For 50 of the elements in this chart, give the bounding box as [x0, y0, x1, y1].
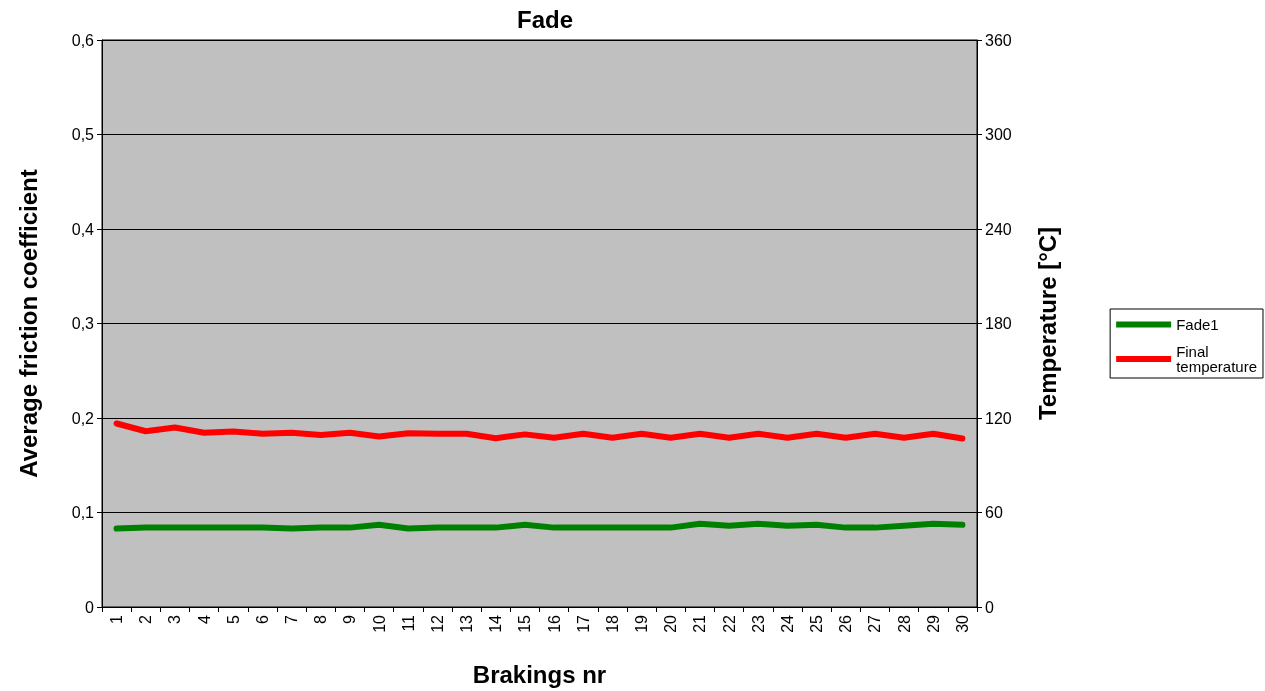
x-tick-label: 17: [574, 614, 592, 633]
x-tick-label: 25: [808, 614, 826, 633]
x-tick-label: 9: [341, 614, 359, 624]
y2-tick-label: 360: [985, 31, 1012, 49]
x-tick-label: 1: [108, 614, 126, 624]
legend-label: Fade1: [1176, 316, 1219, 333]
x-tick-label: 5: [224, 614, 242, 624]
y-tick-label: 0,3: [71, 315, 95, 332]
x-tick-label: 3: [166, 614, 184, 624]
x-tick-label: 28: [895, 614, 913, 633]
x-tick-label: 10: [370, 614, 388, 633]
y2-tick-label: 0: [985, 598, 994, 616]
x-tick-label: 24: [778, 614, 796, 633]
x-tick-label: 8: [312, 614, 330, 624]
y-tick-label: 0: [85, 598, 95, 616]
x-tick-label: 26: [837, 614, 855, 633]
y-tick-label: 0,4: [71, 220, 95, 238]
y-tick-label: 0,5: [71, 126, 95, 143]
x-axis-title: Brakings nr: [472, 660, 607, 688]
x-tick-label: 22: [720, 614, 738, 633]
x-tick-label: 6: [253, 614, 271, 624]
y2-tick-label: 240: [985, 220, 1012, 238]
y2-tick-label: 60: [985, 504, 1003, 521]
x-tick-label: 15: [516, 614, 534, 633]
x-tick-label: 27: [866, 614, 884, 633]
legend-label: Final temperature: [1176, 343, 1257, 375]
x-tick-label: 2: [137, 614, 155, 624]
y-tick-label: 0,6: [71, 31, 95, 49]
y-tick-label: 0,2: [71, 409, 95, 427]
x-tick-label: 11: [399, 614, 417, 632]
x-tick-label: 19: [633, 614, 651, 633]
y2-axis-title: Temperature [°C]: [1033, 226, 1061, 421]
x-tick-label: 12: [428, 614, 446, 633]
x-tick-label: 21: [691, 614, 709, 633]
y-tick-label: 0,1: [71, 504, 95, 521]
y2-tick-label: 300: [985, 126, 1012, 143]
x-tick-label: 13: [458, 614, 476, 633]
x-tick-label: 30: [953, 614, 971, 633]
x-tick-label: 16: [545, 614, 563, 633]
x-tick-label: 4: [195, 614, 213, 624]
chart-title: Fade: [516, 5, 574, 33]
x-tick-label: 20: [662, 614, 680, 633]
y2-tick-label: 180: [985, 315, 1012, 332]
x-tick-label: 14: [487, 614, 505, 633]
y-axis-title: Average friction coefficient: [14, 169, 42, 478]
x-tick-label: 29: [924, 614, 942, 633]
y2-tick-label: 120: [985, 409, 1012, 427]
x-tick-label: 7: [283, 614, 301, 624]
x-tick-label: 23: [749, 614, 767, 633]
x-tick-label: 18: [603, 614, 621, 633]
